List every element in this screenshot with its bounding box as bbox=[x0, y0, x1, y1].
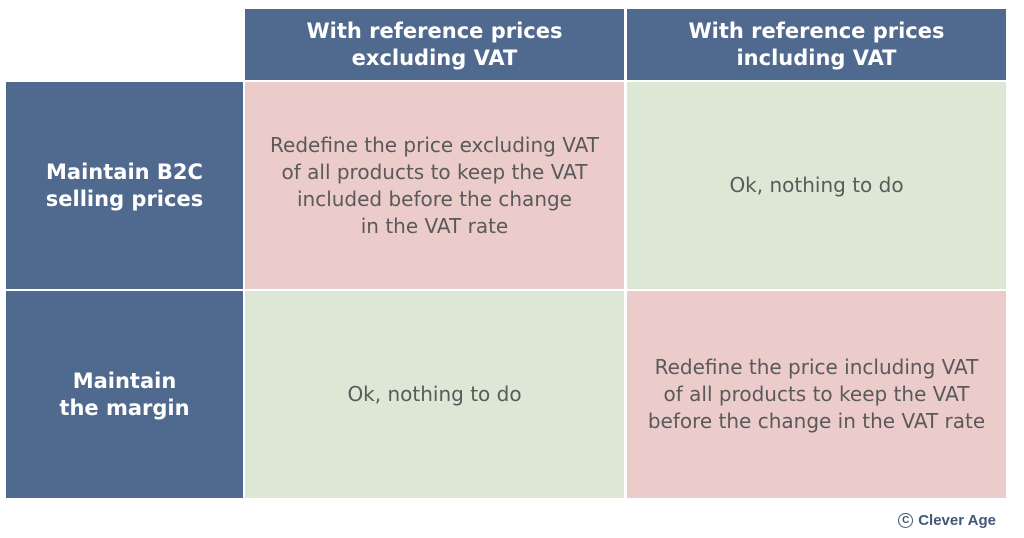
cell-margin-excluding-vat: Ok, nothing to do bbox=[245, 291, 624, 498]
copyright-credit: C Clever Age bbox=[898, 512, 996, 529]
column-header-including-vat: With reference prices including VAT bbox=[627, 9, 1006, 80]
credit-text: Clever Age bbox=[918, 512, 996, 529]
column-header-excluding-vat: With reference prices excluding VAT bbox=[245, 9, 624, 80]
cell-prices-excluding-vat: Redefine the price excluding VAT of all … bbox=[245, 82, 624, 289]
cell-margin-including-vat: Redefine the price including VAT of all … bbox=[627, 291, 1006, 498]
cell-prices-including-vat: Ok, nothing to do bbox=[627, 82, 1006, 289]
row-header-maintain-margin: Maintain the margin bbox=[6, 291, 243, 498]
row-header-maintain-prices: Maintain B2C selling prices bbox=[6, 82, 243, 289]
copyright-icon: C bbox=[898, 513, 914, 528]
